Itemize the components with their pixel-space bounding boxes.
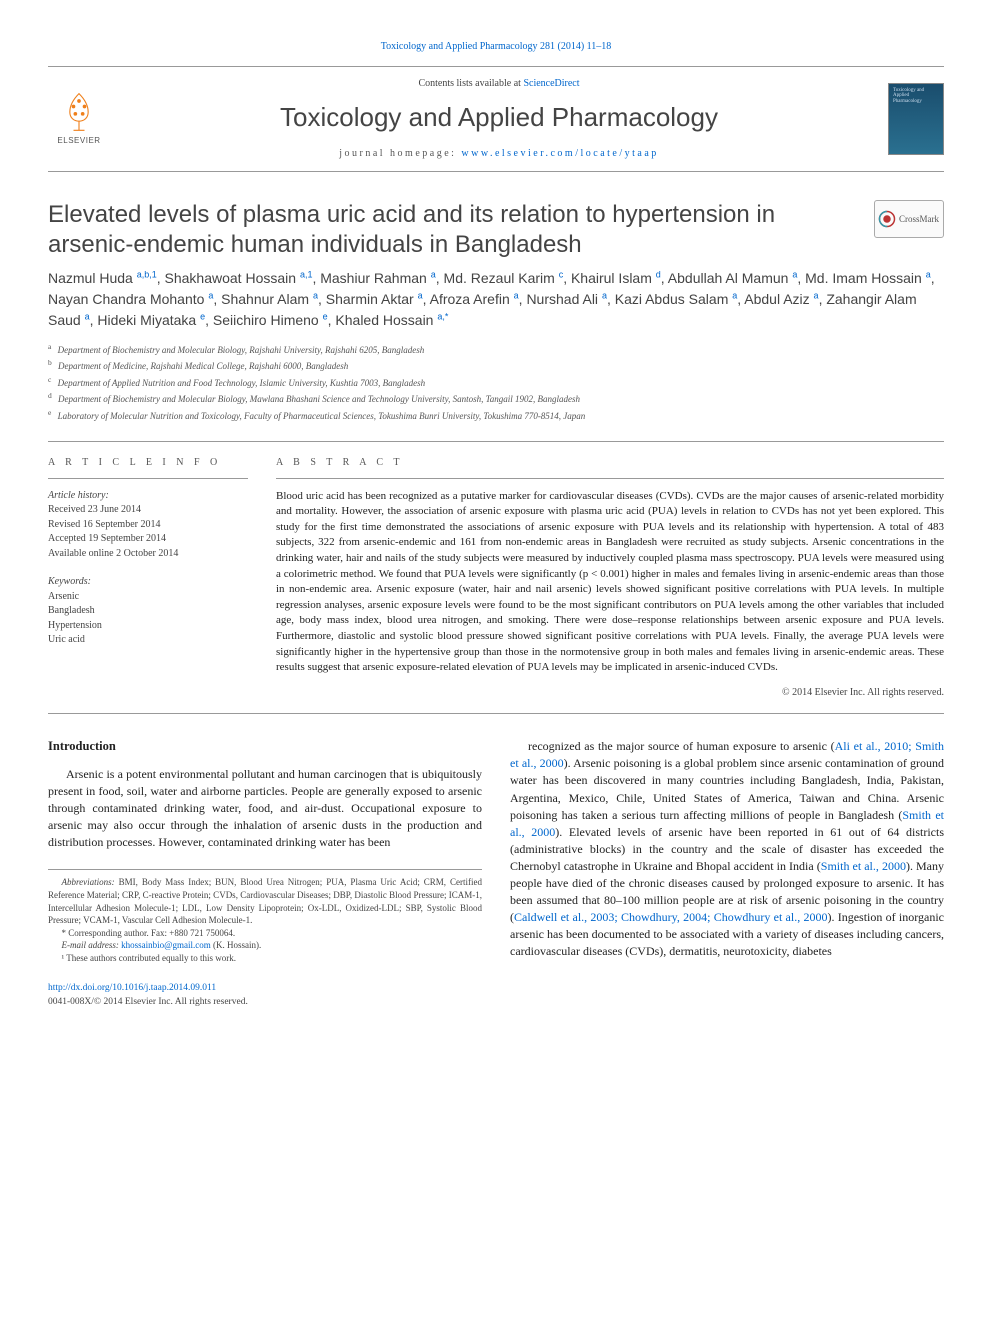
journal-masthead: ELSEVIER Contents lists available at Sci… <box>48 66 944 172</box>
history-line: Accepted 19 September 2014 <box>48 532 248 547</box>
title-row: Elevated levels of plasma uric acid and … <box>48 200 944 260</box>
contents-line: Contents lists available at ScienceDirec… <box>110 77 888 91</box>
homepage-line: journal homepage: www.elsevier.com/locat… <box>110 147 888 161</box>
affiliation-line: a Department of Biochemistry and Molecul… <box>48 341 944 358</box>
doi-link[interactable]: http://dx.doi.org/10.1016/j.taap.2014.09… <box>48 983 216 993</box>
masthead-center: Contents lists available at ScienceDirec… <box>110 77 888 161</box>
email-link[interactable]: khossainbio@gmail.com <box>121 940 211 950</box>
equal-contrib-footnote: ¹ These authors contributed equally to t… <box>48 952 482 965</box>
issn-copyright: 0041-008X/© 2014 Elsevier Inc. All right… <box>48 997 248 1007</box>
top-reference-link[interactable]: Toxicology and Applied Pharmacology 281 … <box>381 41 612 52</box>
author-list: Nazmul Huda a,b,1, Shakhawoat Hossain a,… <box>48 268 944 331</box>
contents-prefix: Contents lists available at <box>418 78 523 89</box>
introduction-heading: Introduction <box>48 738 482 756</box>
journal-cover-text: Toxicology and Applied Pharmacology <box>893 88 939 105</box>
article-history-block: Article history: Received 23 June 2014Re… <box>48 489 248 562</box>
abstract-heading: A B S T R A C T <box>276 456 944 479</box>
abbreviations-footnote: Abbreviations: BMI, Body Mass Index; BUN… <box>48 876 482 926</box>
crossmark-icon <box>878 210 896 228</box>
abstract-copyright: © 2014 Elsevier Inc. All rights reserved… <box>276 686 944 700</box>
body-left-column: Introduction Arsenic is a potent environ… <box>48 738 482 1009</box>
keyword-line: Bangladesh <box>48 604 248 619</box>
citation-link[interactable]: Smith et al., 2000 <box>510 808 944 839</box>
history-line: Received 23 June 2014 <box>48 503 248 518</box>
history-line: Revised 16 September 2014 <box>48 518 248 533</box>
keyword-line: Uric acid <box>48 633 248 648</box>
footnotes-block: Abbreviations: BMI, Body Mass Index; BUN… <box>48 869 482 964</box>
article-title: Elevated levels of plasma uric acid and … <box>48 200 874 260</box>
affiliation-line: d Department of Biochemistry and Molecul… <box>48 390 944 407</box>
citation-link[interactable]: Smith et al., 2000 <box>821 859 906 873</box>
journal-cover-thumbnail: Toxicology and Applied Pharmacology <box>888 83 944 155</box>
corresponding-footnote: * Corresponding author. Fax: +880 721 75… <box>48 927 482 940</box>
body-right-column: recognized as the major source of human … <box>510 738 944 1009</box>
affiliation-line: b Department of Medicine, Rajshahi Medic… <box>48 357 944 374</box>
affiliation-line: e Laboratory of Molecular Nutrition and … <box>48 407 944 424</box>
email-suffix: (K. Hossain). <box>211 940 262 950</box>
keywords-block: Keywords: ArsenicBangladeshHypertensionU… <box>48 575 248 648</box>
homepage-link[interactable]: www.elsevier.com/locate/ytaap <box>461 148 658 159</box>
abbrev-label: Abbreviations: <box>62 877 115 887</box>
affiliations-list: a Department of Biochemistry and Molecul… <box>48 341 944 424</box>
sciencedirect-link[interactable]: ScienceDirect <box>523 78 579 89</box>
elsevier-logo: ELSEVIER <box>48 84 110 154</box>
homepage-prefix: journal homepage: <box>339 148 461 159</box>
article-info-column: A R T I C L E I N F O Article history: R… <box>48 456 248 699</box>
intro-para-right: recognized as the major source of human … <box>510 738 944 959</box>
article-info-heading: A R T I C L E I N F O <box>48 456 248 479</box>
history-label: Article history: <box>48 489 248 504</box>
keywords-label: Keywords: <box>48 575 248 590</box>
history-line: Available online 2 October 2014 <box>48 547 248 562</box>
crossmark-badge[interactable]: CrossMark <box>874 200 944 238</box>
body-columns: Introduction Arsenic is a potent environ… <box>48 738 944 1009</box>
email-label: E-mail address: <box>62 940 122 950</box>
keyword-line: Arsenic <box>48 590 248 605</box>
keyword-line: Hypertension <box>48 619 248 634</box>
doi-block: http://dx.doi.org/10.1016/j.taap.2014.09… <box>48 982 482 1009</box>
journal-name: Toxicology and Applied Pharmacology <box>110 100 888 135</box>
meta-abstract-row: A R T I C L E I N F O Article history: R… <box>48 441 944 714</box>
crossmark-label: CrossMark <box>899 213 939 225</box>
abstract-text: Blood uric acid has been recognized as a… <box>276 489 944 676</box>
elsevier-wordmark: ELSEVIER <box>57 136 100 147</box>
abstract-column: A B S T R A C T Blood uric acid has been… <box>276 456 944 699</box>
email-footnote: E-mail address: khossainbio@gmail.com (K… <box>48 939 482 952</box>
citation-link[interactable]: Caldwell et al., 2003; Chowdhury, 2004; … <box>514 910 827 924</box>
top-reference-line: Toxicology and Applied Pharmacology 281 … <box>48 40 944 54</box>
citation-link[interactable]: Ali et al., 2010; Smith et al., 2000 <box>510 739 944 770</box>
elsevier-tree-icon <box>60 90 98 134</box>
affiliation-line: c Department of Applied Nutrition and Fo… <box>48 374 944 391</box>
intro-para-left: Arsenic is a potent environmental pollut… <box>48 766 482 851</box>
